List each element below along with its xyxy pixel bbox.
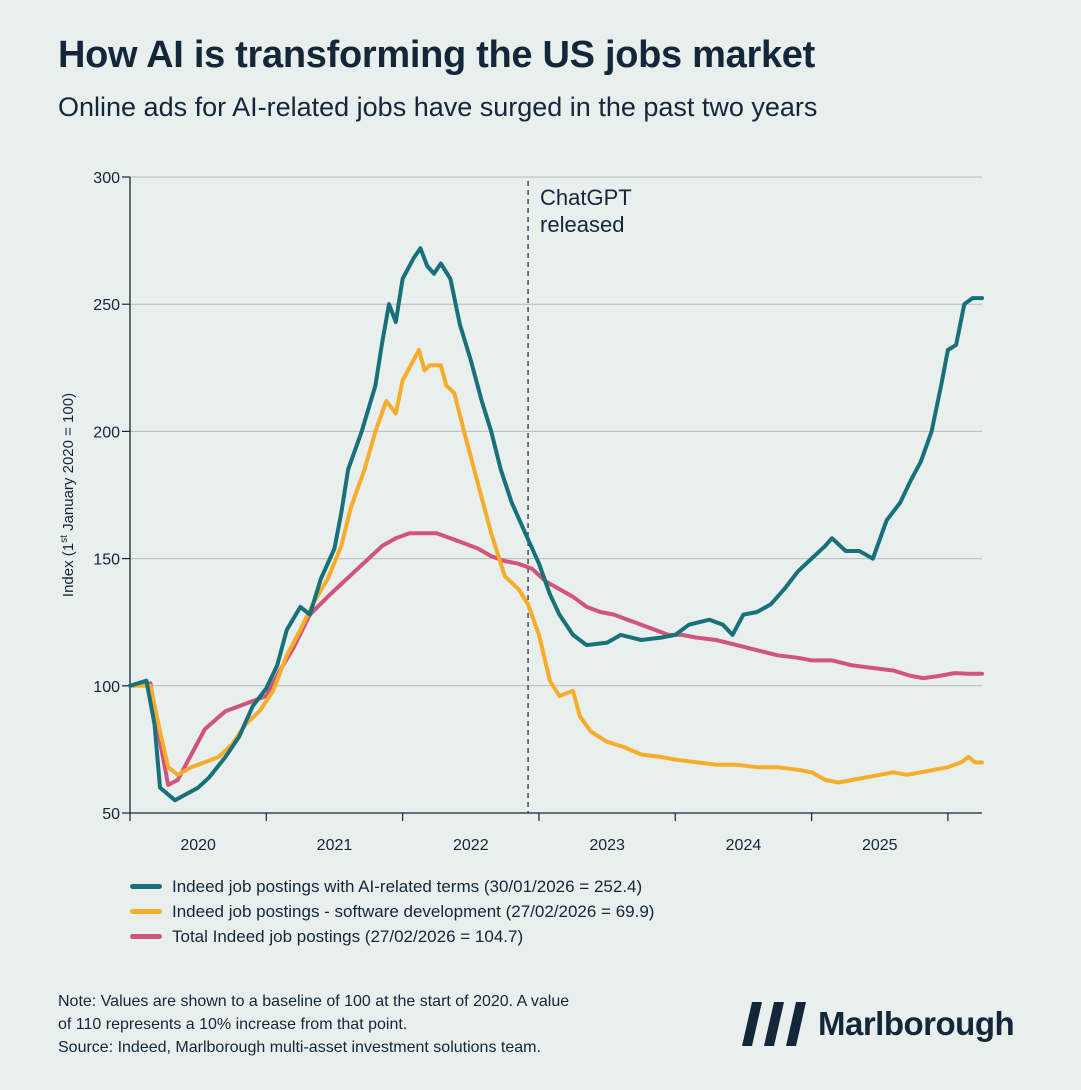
x-tick-label-2022: 2022 bbox=[453, 837, 489, 854]
source-line: Source: Indeed, Marlborough multi-asset … bbox=[58, 1039, 541, 1056]
x-tick-label-2025: 2025 bbox=[862, 837, 898, 854]
legend: Indeed job postings with AI-related term… bbox=[130, 874, 654, 949]
series-ai-line bbox=[128, 246, 984, 803]
x-tick-label-2023: 2023 bbox=[589, 837, 625, 854]
annotation-text-2: released bbox=[540, 212, 624, 237]
chart-title: How AI is transforming the US jobs marke… bbox=[58, 34, 815, 76]
y-tick-label-100: 100 bbox=[93, 679, 120, 696]
legend-label-software: Indeed job postings - software developme… bbox=[172, 901, 655, 921]
legend-label-ai: Indeed job postings with AI-related term… bbox=[172, 876, 643, 896]
legend-item-ai: Indeed job postings with AI-related term… bbox=[130, 874, 654, 899]
x-tick-label-2024: 2024 bbox=[726, 837, 762, 854]
note-line-1: Note: Values are shown to a baseline of … bbox=[58, 993, 570, 1010]
marlborough-mark-icon bbox=[742, 1002, 806, 1046]
legend-swatch-total bbox=[130, 934, 162, 939]
y-axis-label: Index (1st January 2020 = 100) bbox=[59, 392, 77, 598]
y-tick-label-200: 200 bbox=[93, 424, 120, 441]
y-tick-label-50: 50 bbox=[102, 806, 120, 823]
legend-swatch-ai bbox=[130, 884, 162, 889]
brand-name: Marlborough bbox=[818, 1005, 1015, 1042]
y-tick-label-150: 150 bbox=[93, 552, 120, 569]
legend-item-total: Total Indeed job postings (27/02/2026 = … bbox=[130, 924, 654, 949]
brand-logo: Marlborough bbox=[742, 1002, 1015, 1046]
line-chart: 50 100 150 200 250 300 2020 2021 2022 2023 2024 202… bbox=[93, 170, 984, 854]
x-tick-label-2020: 2020 bbox=[180, 837, 216, 854]
axes: 50 100 150 200 250 300 2020 2021 2022 2023 2024 202… bbox=[93, 170, 982, 854]
annotation-text-1: ChatGPT bbox=[540, 185, 632, 210]
chart-subtitle: Online ads for AI-related jobs have surg… bbox=[58, 92, 818, 122]
legend-swatch-software bbox=[130, 909, 162, 914]
footnote: Note: Values are shown to a baseline of … bbox=[58, 990, 738, 1059]
note-line-2: of 110 represents a 10% increase from th… bbox=[58, 1016, 408, 1033]
legend-item-software: Indeed job postings - software developme… bbox=[130, 899, 654, 924]
y-tick-label-250: 250 bbox=[93, 297, 120, 314]
y-tick-label-300: 300 bbox=[93, 170, 120, 187]
x-tick-label-2021: 2021 bbox=[317, 837, 353, 854]
legend-label-total: Total Indeed job postings (27/02/2026 = … bbox=[172, 926, 524, 946]
series-total-line bbox=[128, 531, 984, 787]
series-lines bbox=[128, 246, 984, 803]
series-software-line bbox=[128, 348, 984, 785]
